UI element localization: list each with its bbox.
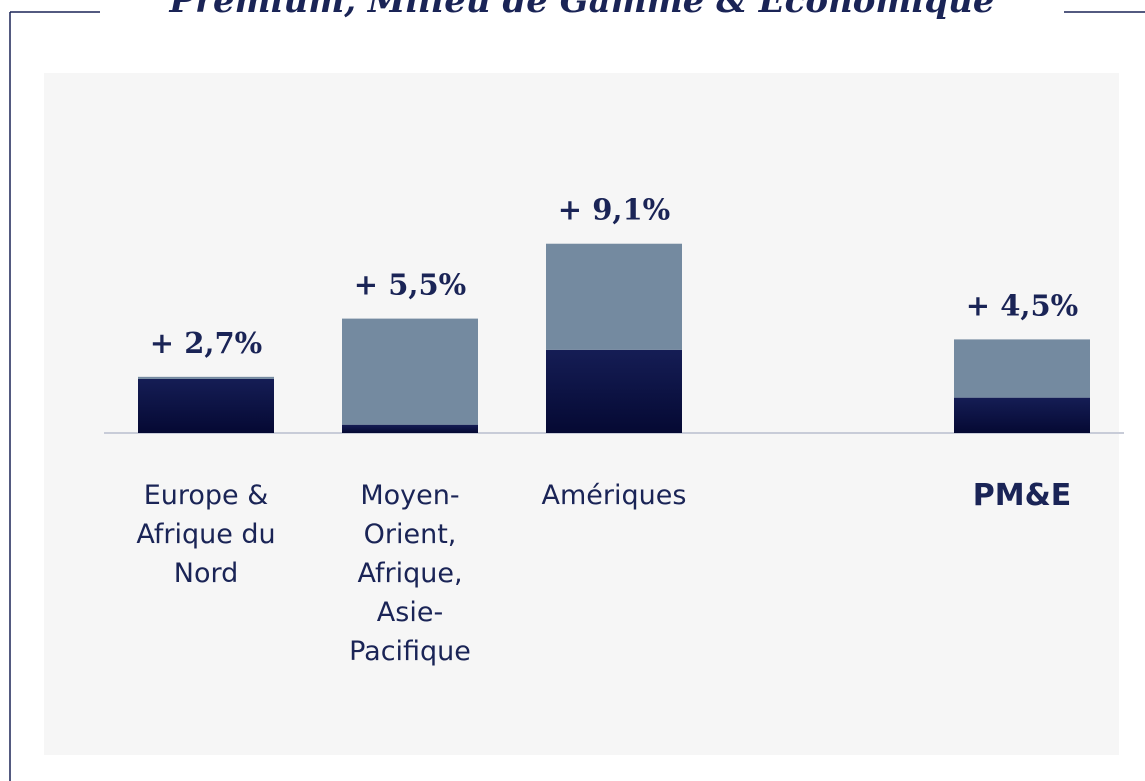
bar-segment (546, 243, 682, 350)
bar-segment (342, 424, 478, 433)
bar-segment (954, 339, 1090, 398)
total-label: + 5,5% (354, 268, 466, 302)
category-label: Amériques (541, 480, 687, 511)
bar-segment (954, 397, 1090, 433)
bar-segment (138, 378, 274, 433)
chart-title: Premium, Milieu de Gamme & Économique (169, 0, 995, 21)
bar-segment (546, 349, 682, 433)
total-label: + 9,1% (558, 193, 670, 227)
bar-segment (138, 376, 274, 379)
total-label: + 2,7% (150, 326, 262, 360)
category-label: Europe & Afrique du Nord (136, 480, 276, 589)
bar-segment (342, 318, 478, 425)
category-label: PM&E (972, 478, 1072, 513)
total-label: + 4,5% (966, 288, 1078, 322)
category-label: Moyen-Orient, Afrique, Asie-Pacifique (349, 480, 471, 667)
